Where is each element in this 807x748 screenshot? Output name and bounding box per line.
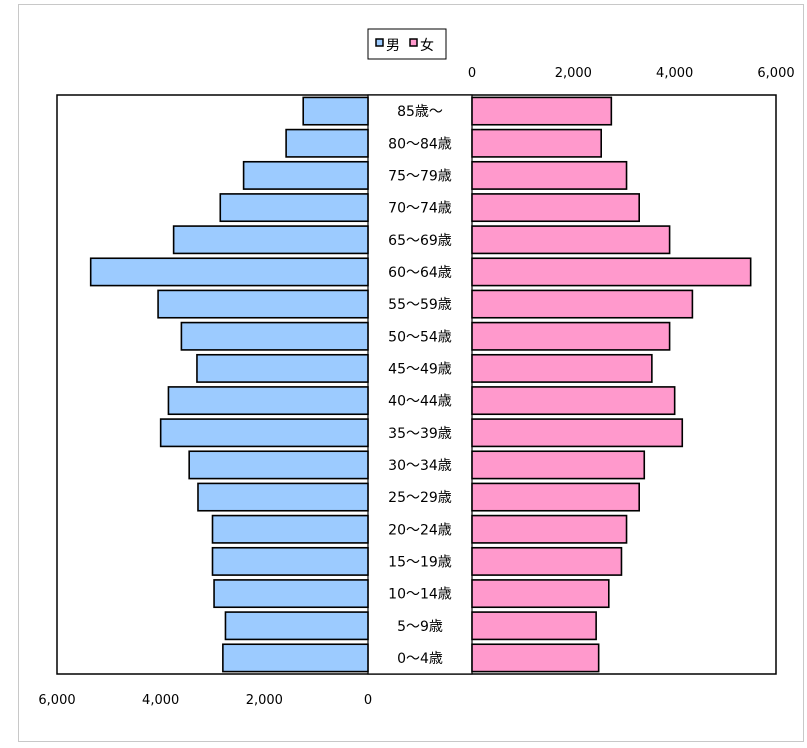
bar-male-10: [180, 321, 369, 351]
bar-male-13: [172, 225, 369, 255]
bar-male-4: [211, 514, 369, 544]
legend-label-female: 女: [420, 37, 434, 54]
bar-male-11: [157, 289, 369, 319]
bar-female-15: [471, 160, 628, 190]
bar-male-3: [211, 546, 369, 576]
legend: 男 女: [367, 28, 447, 60]
age-label-10: 50～54歳: [388, 329, 452, 345]
bar-female-9: [471, 353, 653, 383]
bar-female-13: [471, 225, 671, 255]
age-label-9: 45～49歳: [388, 361, 452, 377]
left-axis-tick-3: 0: [364, 693, 372, 708]
bar-male-14: [219, 193, 369, 223]
age-label-14: 70～74歳: [388, 201, 452, 217]
left-axis-tick-1: 4,000: [142, 693, 179, 708]
bar-female-4: [471, 514, 628, 544]
right-axis-tick-2: 4,000: [656, 66, 693, 81]
age-label-15: 75～79歳: [388, 168, 452, 184]
bar-male-9: [196, 353, 369, 383]
age-label-12: 60～64歳: [388, 265, 452, 281]
age-label-11: 55～59歳: [388, 297, 452, 313]
bar-female-1: [471, 611, 597, 641]
age-labels-layer: 0～4歳 5～9歳 10～14歳 15～19歳 20～24歳 25～29歳 30～34歳 35…: [388, 104, 452, 667]
bars-layer: [89, 96, 752, 673]
legend-label-male: 男: [386, 38, 400, 54]
left-axis-tick-0: 6,000: [38, 693, 75, 708]
age-label-4: 20～24歳: [388, 522, 452, 538]
age-label-16: 80～84歳: [388, 136, 452, 152]
bar-female-3: [471, 546, 623, 576]
age-label-2: 10～14歳: [388, 587, 452, 603]
age-label-3: 15～19歳: [388, 554, 452, 570]
bar-female-2: [471, 579, 610, 609]
bar-male-0: [222, 643, 369, 673]
bar-female-16: [471, 128, 602, 158]
bar-female-5: [471, 482, 640, 512]
age-label-6: 30～34歳: [388, 458, 452, 474]
bar-male-6: [188, 450, 369, 480]
bar-male-12: [89, 257, 369, 287]
bar-female-7: [471, 418, 684, 448]
bar-female-0: [471, 643, 600, 673]
bar-female-8: [471, 386, 676, 416]
bar-female-6: [471, 450, 646, 480]
age-label-5: 25～29歳: [388, 490, 452, 506]
right-axis-tick-1: 2,000: [555, 66, 592, 81]
age-label-13: 65～69歳: [388, 233, 452, 249]
bar-male-2: [213, 579, 369, 609]
bar-female-12: [471, 257, 752, 287]
bar-male-8: [167, 386, 369, 416]
bar-female-17: [471, 96, 613, 126]
tick-labels-layer: 6,000 4,000 2,000 0 0 2,000 4,000 6,000: [38, 66, 794, 708]
bar-male-7: [159, 418, 369, 448]
right-axis-tick-0: 0: [468, 66, 476, 81]
bar-male-5: [197, 482, 369, 512]
left-axis-tick-2: 2,000: [246, 693, 283, 708]
bar-male-17: [302, 96, 369, 126]
age-label-7: 35～39歳: [388, 426, 452, 442]
bar-female-10: [471, 321, 671, 351]
legend-swatch-female: [409, 38, 418, 47]
legend-swatch-male: [375, 38, 384, 47]
bar-female-14: [471, 193, 640, 223]
bar-female-11: [471, 289, 694, 319]
bar-male-1: [224, 611, 369, 641]
age-label-8: 40～44歳: [388, 394, 452, 410]
age-label-0: 0～4歳: [397, 651, 443, 667]
age-label-17: 85歳～: [397, 104, 443, 120]
bar-male-15: [242, 160, 369, 190]
right-axis-tick-3: 6,000: [757, 66, 794, 81]
age-label-band: [367, 94, 473, 675]
bar-male-16: [285, 128, 369, 158]
age-label-1: 5～9歳: [397, 619, 443, 635]
